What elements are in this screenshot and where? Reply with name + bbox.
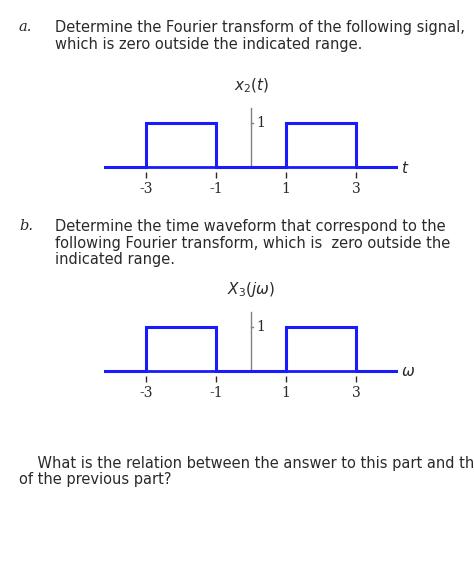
Text: Determine the time waveform that correspond to the: Determine the time waveform that corresp… xyxy=(55,219,445,234)
Text: What is the relation between the answer to this part and that: What is the relation between the answer … xyxy=(19,456,474,471)
Text: b.: b. xyxy=(19,219,33,233)
Text: $x_2(t)$: $x_2(t)$ xyxy=(234,76,269,94)
Text: of the previous part?: of the previous part? xyxy=(19,472,172,487)
Text: 1: 1 xyxy=(256,319,265,333)
Text: which is zero outside the indicated range.: which is zero outside the indicated rang… xyxy=(55,37,362,52)
Text: 1: 1 xyxy=(256,115,265,129)
Text: $X_3(j\omega)$: $X_3(j\omega)$ xyxy=(227,280,275,298)
Text: indicated range.: indicated range. xyxy=(55,252,174,268)
Text: a.: a. xyxy=(19,20,32,34)
Text: $\omega$: $\omega$ xyxy=(401,365,415,379)
Text: Determine the Fourier transform of the following signal,: Determine the Fourier transform of the f… xyxy=(55,20,465,36)
Text: $t$: $t$ xyxy=(401,160,410,175)
Text: following Fourier transform, which is  zero outside the: following Fourier transform, which is ze… xyxy=(55,236,450,251)
